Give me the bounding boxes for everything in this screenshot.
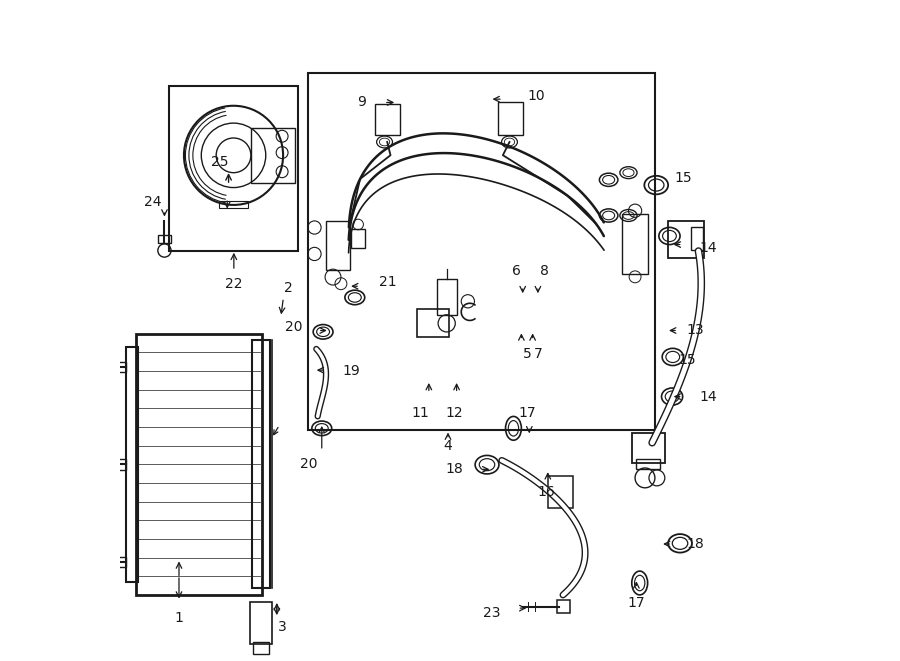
Text: 15: 15 <box>675 171 692 186</box>
Text: 14: 14 <box>700 389 717 404</box>
Bar <box>158 235 171 243</box>
Bar <box>557 600 571 613</box>
Bar <box>118 459 126 469</box>
Bar <box>118 557 126 567</box>
Bar <box>375 104 401 136</box>
Text: 20: 20 <box>300 457 318 471</box>
Text: 14: 14 <box>700 241 717 255</box>
Text: 3: 3 <box>278 619 286 634</box>
Text: 21: 21 <box>379 275 397 290</box>
Text: 17: 17 <box>627 596 645 611</box>
Text: 6: 6 <box>512 264 520 278</box>
Bar <box>126 347 138 582</box>
Bar <box>436 279 456 315</box>
Text: 10: 10 <box>527 89 545 103</box>
Text: 13: 13 <box>687 323 705 338</box>
Bar <box>136 334 262 595</box>
Bar <box>622 214 648 274</box>
Bar <box>250 602 272 644</box>
Bar <box>636 459 661 469</box>
Bar <box>169 86 298 251</box>
Text: 8: 8 <box>540 264 549 278</box>
Text: 18: 18 <box>687 537 705 551</box>
Bar <box>691 227 703 250</box>
Bar <box>632 433 665 463</box>
Bar <box>417 309 449 337</box>
Bar <box>326 221 349 270</box>
Text: 7: 7 <box>535 346 543 361</box>
Bar <box>668 221 705 258</box>
Text: 2: 2 <box>284 280 292 295</box>
Bar <box>251 128 295 182</box>
Text: 12: 12 <box>446 406 464 420</box>
Text: 1: 1 <box>175 611 184 625</box>
Text: 11: 11 <box>411 406 429 420</box>
Text: 5: 5 <box>523 346 532 361</box>
Text: 16: 16 <box>537 485 554 500</box>
Text: 24: 24 <box>144 194 161 209</box>
Text: 4: 4 <box>444 439 453 453</box>
Text: 25: 25 <box>212 155 229 169</box>
Bar <box>308 73 655 430</box>
Text: 23: 23 <box>482 605 500 620</box>
Text: 9: 9 <box>357 95 366 110</box>
Bar <box>351 229 365 248</box>
Text: 20: 20 <box>285 320 302 334</box>
Text: 15: 15 <box>678 353 696 368</box>
Bar <box>118 362 126 372</box>
Bar <box>498 102 523 136</box>
Text: 22: 22 <box>225 277 243 292</box>
Text: 17: 17 <box>518 406 536 420</box>
Bar <box>548 476 573 508</box>
Text: 19: 19 <box>343 364 361 379</box>
Text: 18: 18 <box>446 462 464 477</box>
Bar <box>253 642 269 654</box>
Bar <box>252 340 270 588</box>
Bar <box>219 201 248 208</box>
